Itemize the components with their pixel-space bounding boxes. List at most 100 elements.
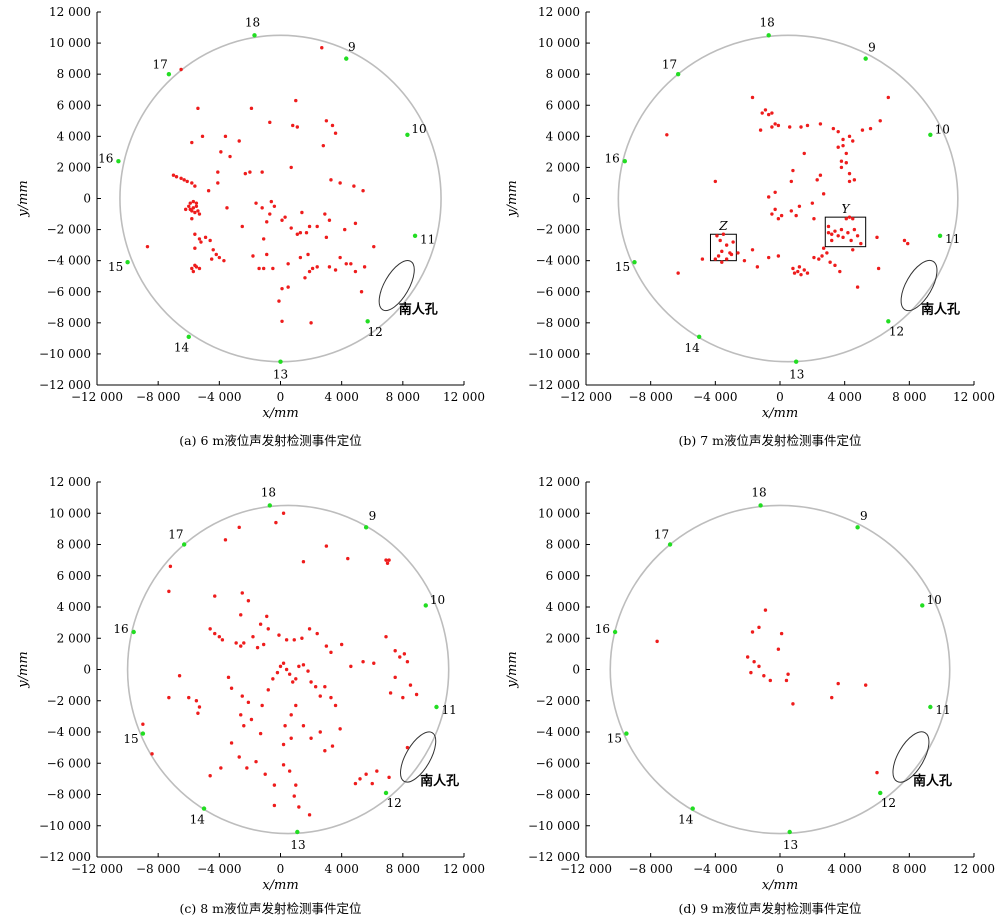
event-point <box>217 634 222 639</box>
chart-panel-3: −12 000 −8 000 −4 000 0 4 000 8 000 12 000 12 0… <box>16 475 485 916</box>
event-point <box>794 213 798 218</box>
y-tick-label: 0 <box>572 192 580 206</box>
event-point <box>405 745 410 750</box>
y-tick-label: −6 000 <box>47 285 91 299</box>
event-point <box>213 631 217 636</box>
y-tick-label: 2 000 <box>57 631 91 645</box>
event-point <box>287 769 292 773</box>
event-point <box>268 120 272 125</box>
sensor-point <box>166 71 172 77</box>
y-tick-label: −4 000 <box>536 725 580 739</box>
event-point <box>821 246 826 250</box>
event-point <box>141 722 145 726</box>
event-point <box>300 210 304 215</box>
event-point <box>387 558 391 562</box>
event-point <box>855 285 860 289</box>
event-point <box>841 137 845 142</box>
sensor-label: 18 <box>760 15 775 29</box>
sensor-point <box>855 525 860 530</box>
y-tick-label: −12 000 <box>39 850 91 864</box>
y-tick-label: −2 000 <box>47 694 91 708</box>
x-tick-label: −12 000 <box>71 390 123 404</box>
y-tick-label: −8 000 <box>536 788 580 802</box>
manhole-ellipse <box>892 731 930 783</box>
x-axis-label: x/mm <box>262 406 298 421</box>
event-point <box>248 170 252 174</box>
event-point <box>274 520 278 525</box>
sensor-label: 11 <box>420 232 435 246</box>
x-tick-label: 0 <box>776 862 784 876</box>
event-point <box>243 171 248 176</box>
event-point <box>275 670 280 675</box>
event-point <box>219 150 223 154</box>
event-point <box>242 641 246 645</box>
x-tick-label: −4 000 <box>197 390 241 404</box>
sensor-label: 18 <box>245 15 260 29</box>
sensor-label: 10 <box>430 593 445 607</box>
sensor-label: 12 <box>386 796 401 810</box>
manhole-ellipse <box>900 259 938 312</box>
sensor-point <box>201 806 207 811</box>
sensor-label: 12 <box>881 796 896 810</box>
y-tick-label: 4 000 <box>546 129 580 143</box>
event-point <box>327 218 332 222</box>
event-point <box>836 145 840 149</box>
event-point <box>265 220 269 224</box>
chart-panel-4: −12 000 −8 000 −4 000 0 4 000 8 000 12 000 12 0… <box>505 475 995 916</box>
event-point <box>763 608 768 612</box>
event-point <box>167 589 171 594</box>
x-tick-label: −4 000 <box>197 862 241 876</box>
event-point <box>745 655 750 659</box>
event-point <box>292 794 296 798</box>
event-point <box>318 694 322 698</box>
sensor-label: 11 <box>935 703 950 717</box>
y-tick-label: −10 000 <box>528 347 580 361</box>
event-point <box>851 248 855 252</box>
y-tick-label: 10 000 <box>538 506 580 520</box>
sensor-label: 13 <box>783 838 798 852</box>
sensor-point <box>766 33 771 38</box>
event-point <box>266 688 270 692</box>
sensor-point <box>863 56 868 61</box>
event-point <box>183 207 188 212</box>
manhole-label: 南人孔 <box>921 302 960 318</box>
event-point <box>220 638 225 642</box>
sensor-point <box>937 233 943 238</box>
event-point <box>174 175 179 179</box>
tank-outline-circle <box>119 34 442 363</box>
event-point <box>361 189 365 193</box>
sensor-point <box>696 334 702 340</box>
event-point <box>766 255 771 260</box>
event-point <box>799 272 803 277</box>
event-point <box>797 204 802 208</box>
sensor-label: 9 <box>868 40 876 54</box>
event-point <box>393 649 397 653</box>
event-point <box>197 705 202 709</box>
event-point <box>768 678 772 683</box>
event-point <box>313 684 318 689</box>
event-point <box>261 642 266 647</box>
manhole-ellipse <box>400 731 437 783</box>
event-point <box>261 237 266 241</box>
x-tick-label: 0 <box>776 390 784 404</box>
event-point <box>194 265 199 269</box>
event-point <box>226 675 231 680</box>
event-point <box>323 684 327 689</box>
event-point <box>773 207 777 212</box>
event-point <box>821 192 826 196</box>
y-tick-label: 0 <box>572 663 580 677</box>
event-point <box>847 179 852 184</box>
event-point <box>729 252 734 257</box>
chart-panel-1: −12 000 −8 000 −4 000 0 4 000 8 000 12 000 12 0… <box>16 5 485 448</box>
event-point <box>676 271 680 275</box>
event-point <box>763 108 768 112</box>
event-point <box>197 266 202 271</box>
y-tick-label: 10 000 <box>49 36 91 50</box>
event-point <box>167 695 171 700</box>
event-point <box>272 803 277 808</box>
event-point <box>179 176 183 180</box>
event-point <box>847 134 852 139</box>
y-tick-label: 4 000 <box>57 129 91 143</box>
y-tick-label: −4 000 <box>47 254 91 268</box>
event-point <box>776 217 781 221</box>
